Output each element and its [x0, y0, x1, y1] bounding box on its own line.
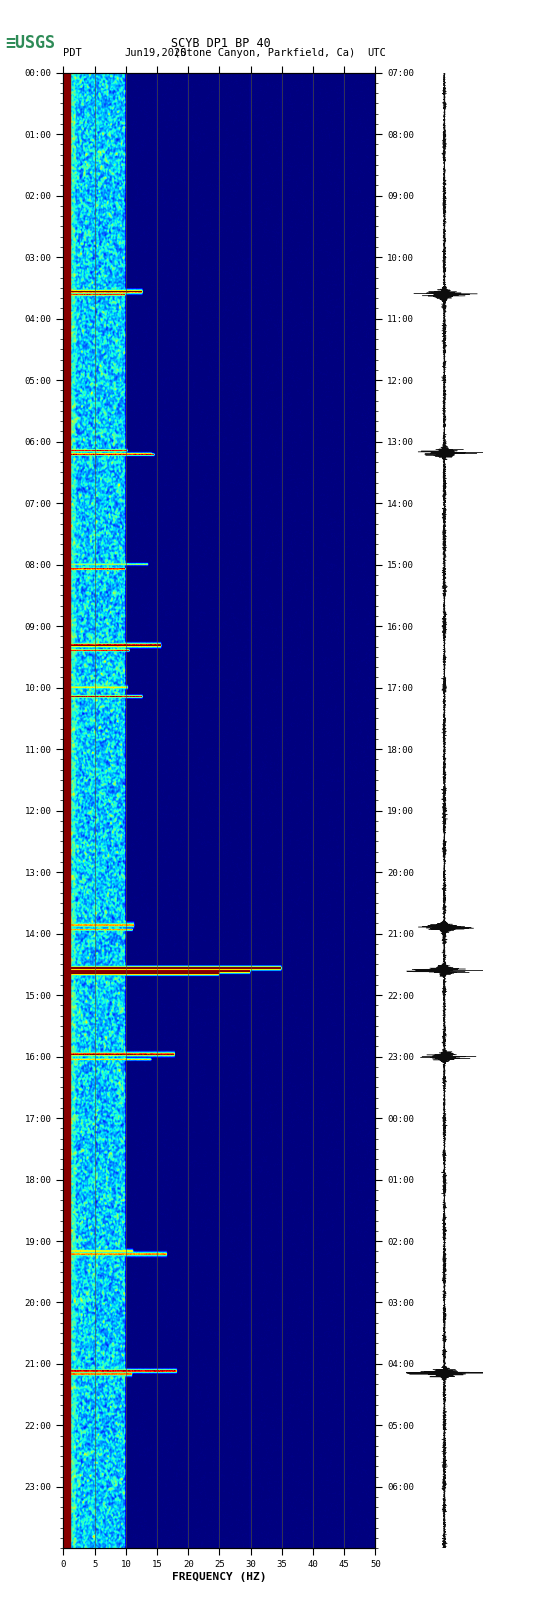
Text: ≡USGS: ≡USGS	[6, 34, 56, 52]
Text: PDT: PDT	[63, 48, 82, 58]
Text: (Stone Canyon, Parkfield, Ca): (Stone Canyon, Parkfield, Ca)	[174, 48, 355, 58]
Text: SCYB DP1 BP 40: SCYB DP1 BP 40	[171, 37, 270, 50]
X-axis label: FREQUENCY (HZ): FREQUENCY (HZ)	[172, 1573, 267, 1582]
Text: Jun19,2020: Jun19,2020	[124, 48, 187, 58]
Bar	[63, 73, 70, 1548]
Text: UTC: UTC	[367, 48, 386, 58]
